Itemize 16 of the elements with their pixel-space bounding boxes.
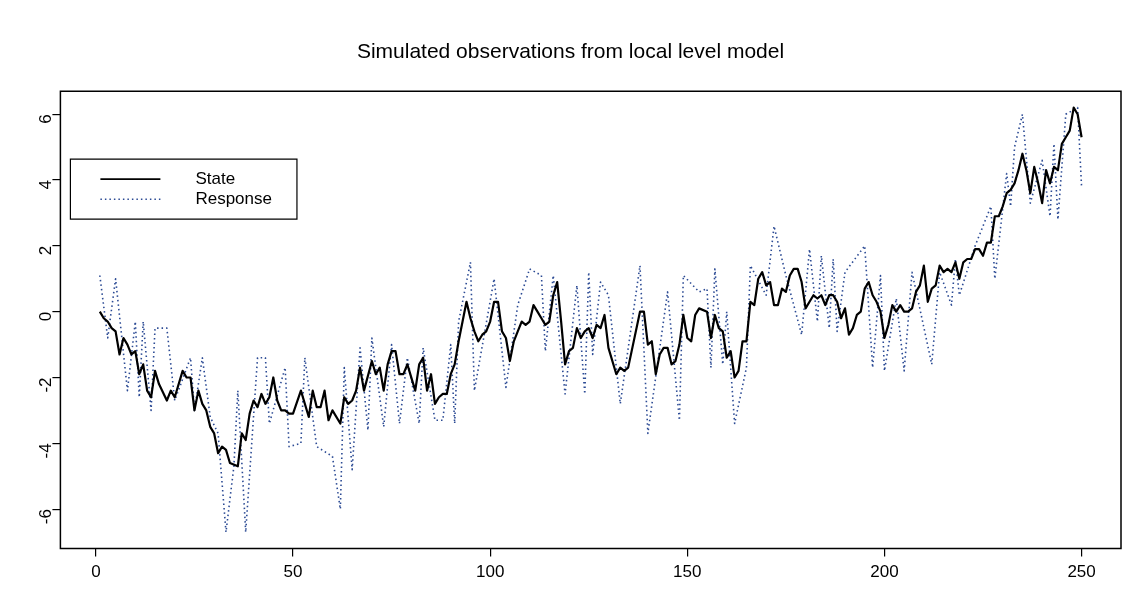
x-tick-label: 100: [475, 562, 505, 582]
y-tick-label: 0: [36, 311, 56, 322]
y-tick-label: -4: [36, 443, 56, 459]
x-tick-label: 150: [673, 562, 702, 582]
x-tick-label: 250: [1067, 562, 1096, 582]
x-tick-label: 50: [283, 562, 303, 582]
y-tick-label: 2: [36, 245, 56, 256]
legend-label: State: [195, 168, 236, 188]
chart-title: Simulated observations from local level model: [356, 39, 785, 63]
x-tick-label: 0: [91, 562, 101, 582]
y-tick-label: -2: [36, 377, 56, 393]
y-tick-label: 6: [36, 114, 56, 124]
legend-label: Response: [195, 188, 272, 208]
y-tick-label: -6: [36, 509, 56, 525]
y-tick-label: 4: [36, 180, 56, 190]
x-tick-label: 200: [870, 562, 899, 582]
